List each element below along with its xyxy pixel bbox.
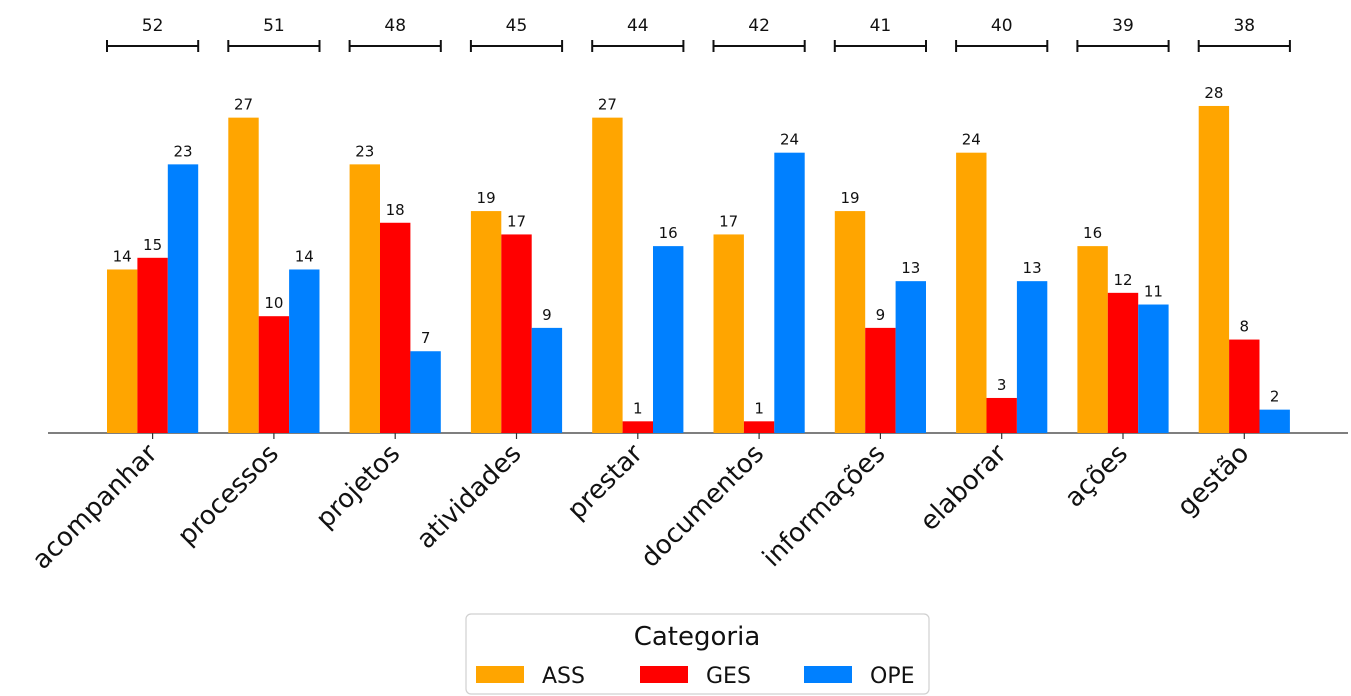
legend-label-ges: GES — [706, 664, 751, 689]
bar-ope-processos — [289, 269, 320, 433]
legend-label-ope: OPE — [870, 664, 914, 689]
total-label-ações: 39 — [1112, 16, 1134, 36]
value-label-ope-ações: 11 — [1144, 283, 1163, 301]
bar-ass-projetos — [349, 164, 380, 434]
value-label-ges-documentos: 1 — [754, 399, 764, 417]
value-label-ges-projetos: 18 — [386, 201, 405, 219]
x-tick-label-processos: processos — [172, 439, 285, 552]
value-label-ope-prestar: 16 — [659, 224, 678, 242]
x-tick-label-informações: informações — [757, 439, 891, 573]
x-tick-label-documentos: documentos — [635, 439, 770, 574]
bar-ope-projetos — [410, 351, 441, 433]
x-tick-label-projetos: projetos — [310, 439, 406, 535]
bar-ges-prestar — [622, 421, 653, 433]
bar-ope-acompanhar — [167, 164, 199, 434]
bar-ope-informações — [895, 281, 926, 433]
bar-ass-prestar — [592, 117, 623, 433]
bar-ass-informações — [834, 211, 866, 433]
x-tick-label-prestar: prestar — [562, 439, 649, 526]
value-label-ges-elaborar: 3 — [997, 376, 1007, 394]
value-label-ope-documentos: 24 — [780, 131, 799, 149]
value-label-ass-ações: 16 — [1083, 224, 1102, 242]
value-label-ope-processos: 14 — [295, 247, 314, 265]
value-label-ass-prestar: 27 — [598, 96, 617, 114]
legend-title: Categoria — [634, 622, 761, 652]
x-tick-label-ações: ações — [1059, 439, 1134, 514]
bar-ass-acompanhar — [107, 269, 138, 433]
value-label-ass-elaborar: 24 — [962, 131, 981, 149]
bar-ope-elaborar — [1016, 281, 1048, 433]
legend-swatch-ass — [476, 666, 524, 683]
value-label-ass-projetos: 23 — [355, 142, 374, 160]
bar-ges-documentos — [743, 421, 775, 433]
bar-ges-ações — [1107, 292, 1139, 433]
bar-ass-documentos — [713, 234, 744, 433]
bar-ass-processos — [228, 117, 259, 433]
bar-ass-atividades — [470, 211, 502, 433]
x-tick-label-acompanhar: acompanhar — [27, 439, 164, 576]
value-label-ass-atividades: 19 — [477, 189, 496, 207]
bar-ope-atividades — [531, 327, 563, 433]
value-label-ges-informações: 9 — [876, 306, 886, 324]
value-label-ass-processos: 27 — [234, 96, 253, 114]
value-label-ges-processos: 10 — [264, 294, 283, 312]
legend-label-ass: ASS — [542, 664, 585, 689]
bar-ope-prestar — [653, 246, 684, 433]
value-label-ope-informações: 13 — [901, 259, 920, 277]
value-label-ass-gestão: 28 — [1204, 84, 1223, 102]
total-label-acompanhar: 52 — [142, 16, 164, 36]
x-tick-label-gestão: gestão — [1172, 439, 1256, 523]
bar-ges-projetos — [380, 222, 411, 433]
bar-ges-atividades — [501, 234, 532, 433]
value-label-ope-projetos: 7 — [421, 329, 431, 347]
bar-ges-gestão — [1229, 339, 1260, 433]
total-label-processos: 51 — [263, 16, 285, 36]
total-label-atividades: 45 — [506, 16, 528, 36]
value-label-ges-atividades: 17 — [507, 212, 526, 230]
value-label-ges-ações: 12 — [1113, 271, 1132, 289]
bar-ass-gestão — [1198, 105, 1230, 434]
value-label-ass-informações: 19 — [840, 189, 859, 207]
total-label-prestar: 44 — [627, 16, 649, 36]
x-tick-label-elaborar: elaborar — [914, 439, 1012, 537]
value-label-ass-documentos: 17 — [719, 212, 738, 230]
value-label-ges-gestão: 8 — [1240, 318, 1250, 336]
total-label-elaborar: 40 — [991, 16, 1013, 36]
total-label-informações: 41 — [870, 16, 892, 36]
value-label-ope-gestão: 2 — [1270, 388, 1280, 406]
value-label-ope-acompanhar: 23 — [173, 142, 192, 160]
x-tick-label-atividades: atividades — [411, 439, 527, 555]
bar-ass-ações — [1077, 246, 1108, 433]
bar-ges-elaborar — [986, 397, 1017, 433]
value-label-ges-acompanhar: 15 — [143, 236, 162, 254]
total-label-documentos: 42 — [748, 16, 770, 36]
bar-ges-acompanhar — [137, 257, 168, 433]
bar-ope-ações — [1138, 304, 1169, 433]
legend-swatch-ope — [804, 666, 852, 683]
bar-ope-documentos — [774, 152, 805, 433]
value-label-ass-acompanhar: 14 — [113, 247, 132, 265]
bar-ges-processos — [258, 316, 290, 433]
total-label-projetos: 48 — [384, 16, 406, 36]
value-label-ope-elaborar: 13 — [1023, 259, 1042, 277]
bar-ges-informações — [865, 327, 896, 433]
bar-ope-gestão — [1259, 409, 1290, 433]
value-label-ope-atividades: 9 — [542, 306, 552, 324]
bar-ass-elaborar — [956, 152, 987, 433]
legend-swatch-ges — [640, 666, 688, 683]
total-label-gestão: 38 — [1233, 16, 1255, 36]
value-label-ges-prestar: 1 — [633, 399, 643, 417]
